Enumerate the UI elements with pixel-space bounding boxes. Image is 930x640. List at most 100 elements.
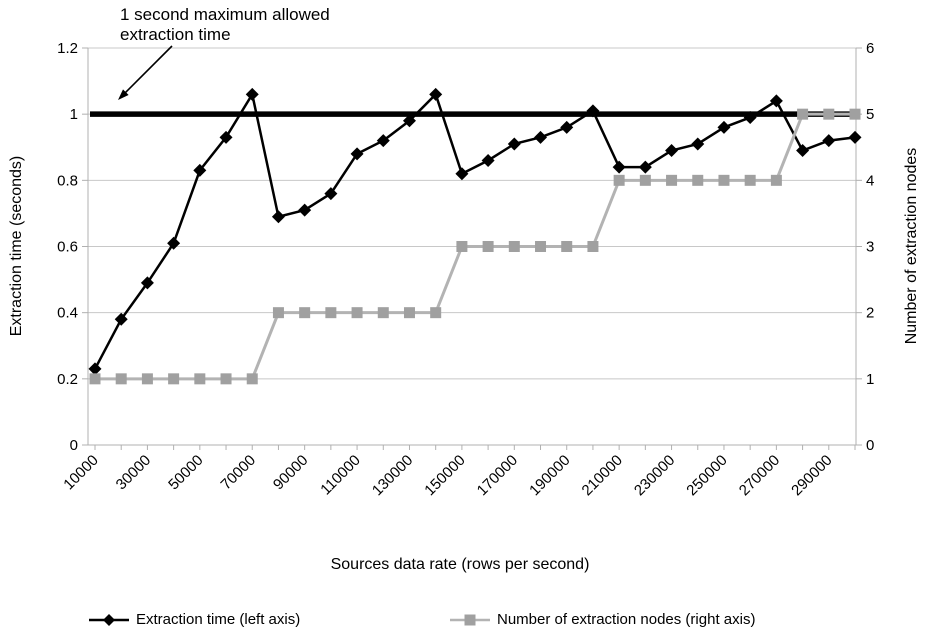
extraction-time-point — [560, 120, 574, 134]
x-axis-tick-label: 30000 — [113, 452, 155, 494]
extraction-nodes-point — [823, 108, 835, 120]
legend-marker-square-icon — [450, 614, 490, 625]
x-axis-tick-label: 70000 — [218, 452, 260, 494]
extraction-nodes-point — [587, 241, 599, 252]
extraction-nodes-point — [535, 241, 547, 252]
extraction-nodes-point — [168, 373, 180, 385]
extraction-nodes-point — [561, 241, 573, 252]
extraction-time-point — [324, 187, 338, 201]
left-axis-tick-label: 1.2 — [57, 40, 78, 57]
extraction-nodes-point — [272, 307, 284, 319]
extraction-time-point — [114, 312, 128, 326]
x-axis-tick-label: 90000 — [270, 452, 312, 494]
extraction-time-point — [534, 130, 548, 144]
x-axis-tick-label: 270000 — [736, 452, 783, 499]
x-axis-tick-label: 130000 — [369, 452, 416, 499]
max-line-annotation: 1 second maximum allowed extraction time — [120, 5, 330, 45]
extraction-nodes-point — [194, 373, 206, 385]
extraction-nodes-point — [613, 174, 625, 186]
extraction-nodes-point — [692, 174, 704, 186]
extraction-time-point — [140, 276, 154, 290]
extraction-time-point — [167, 236, 181, 250]
annotation-arrow-shaft — [124, 45, 173, 94]
x-axis-tick-label: 110000 — [317, 452, 364, 499]
extraction-nodes-point — [299, 307, 311, 319]
extraction-time-point — [402, 114, 416, 128]
extraction-nodes-point — [456, 241, 468, 252]
x-axis-tick-label: 230000 — [631, 452, 678, 499]
extraction-nodes-point — [718, 174, 730, 186]
extraction-time-point — [298, 203, 312, 217]
extraction-time-point — [848, 130, 862, 144]
right-axis-tick-label: 5 — [866, 106, 874, 123]
right-axis-tick-label: 0 — [866, 437, 874, 454]
extraction-time-line — [93, 90, 856, 370]
legend: Extraction time (left axis) Number of ex… — [0, 611, 930, 633]
extraction-nodes-point — [325, 307, 337, 319]
extraction-nodes-point — [430, 307, 442, 319]
right-axis-tick-label: 1 — [866, 371, 874, 388]
x-axis-tick-label: 10000 — [60, 452, 102, 494]
x-axis-tick-label: 290000 — [788, 452, 835, 499]
right-axis-tick-label: 2 — [866, 305, 874, 322]
annotation-line-1: 1 second maximum allowed — [120, 5, 330, 24]
legend-marker-diamond-icon — [89, 613, 129, 626]
right-axis-tick-label: 4 — [866, 172, 874, 189]
extraction-nodes-point — [770, 174, 782, 186]
extraction-time-point — [612, 160, 626, 174]
extraction-time-point — [586, 104, 600, 118]
extraction-time-point — [665, 144, 679, 158]
x-axis-tick-label: 170000 — [474, 452, 521, 499]
left-axis-tick-label: 0.2 — [57, 371, 78, 388]
extraction-nodes-point — [377, 307, 389, 319]
extraction-nodes-point — [403, 307, 415, 319]
extraction-nodes-point — [666, 174, 678, 186]
x-axis-tick-label: 150000 — [421, 452, 468, 499]
legend-item-extraction-nodes: Number of extraction nodes (right axis) — [449, 611, 755, 628]
extraction-time-point — [455, 167, 469, 181]
extraction-time-point — [350, 147, 364, 161]
extraction-time-point — [638, 160, 652, 174]
extraction-time-point — [691, 137, 705, 151]
extraction-nodes-point — [220, 373, 232, 385]
legend-item-extraction-time: Extraction time (left axis) — [88, 611, 300, 628]
left-axis-tick-label: 0.8 — [57, 172, 78, 189]
x-axis-tick-label: 190000 — [526, 452, 573, 499]
extraction-time-point — [796, 144, 810, 158]
extraction-nodes-point — [89, 373, 101, 385]
extraction-nodes-point — [797, 108, 809, 120]
extraction-time-point — [743, 110, 757, 124]
extraction-time-point — [822, 134, 836, 148]
extraction-time-point — [429, 87, 443, 101]
extraction-nodes-point — [744, 174, 756, 186]
right-axis-tick-label: 6 — [866, 40, 874, 57]
x-axis-tick-label: 50000 — [165, 452, 207, 494]
extraction-time-point — [507, 137, 521, 151]
left-axis-tick-label: 0.6 — [57, 239, 78, 256]
annotation-arrowhead-icon — [118, 89, 129, 100]
extraction-time-point — [219, 130, 233, 144]
extraction-time-point — [88, 362, 102, 376]
extraction-time-point — [717, 120, 731, 134]
extraction-time-point — [193, 163, 207, 177]
annotation-arrow — [118, 45, 173, 100]
right-axis-title: Number of extraction nodes — [903, 147, 920, 345]
extraction-nodes-point — [482, 241, 494, 252]
x-axis-tick-label: 210000 — [579, 452, 626, 499]
extraction-time-point — [769, 94, 783, 108]
extraction-nodes-point — [141, 373, 153, 385]
extraction-nodes-point — [639, 174, 651, 186]
legend-label-extraction-nodes: Number of extraction nodes (right axis) — [497, 611, 756, 628]
extraction-time-point — [376, 134, 390, 148]
extraction-time-point — [271, 210, 285, 224]
right-axis-tick-label: 3 — [866, 239, 874, 256]
left-axis-tick-label: 1 — [70, 106, 78, 123]
legend-label-extraction-time: Extraction time (left axis) — [136, 611, 301, 628]
x-axis-title: Sources data rate (rows per second) — [330, 556, 590, 573]
extraction-time-point — [481, 153, 495, 167]
annotation-line-2: extraction time — [120, 25, 231, 44]
extraction-nodes-point — [351, 307, 363, 319]
x-axis-tick-label: 250000 — [683, 452, 730, 499]
